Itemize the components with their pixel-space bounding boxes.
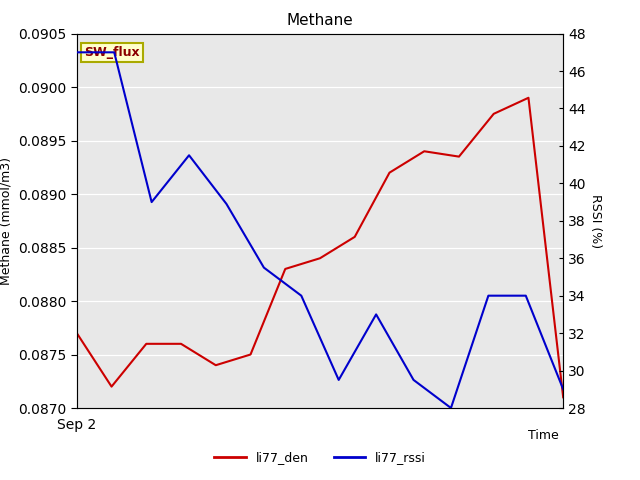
Legend: li77_den, li77_rssi: li77_den, li77_rssi [209,446,431,469]
Text: SW_flux: SW_flux [84,46,140,59]
X-axis label: Time: Time [529,429,559,442]
Title: Methane: Methane [287,13,353,28]
Y-axis label: Methane (mmol/m3): Methane (mmol/m3) [0,157,12,285]
Y-axis label: RSSI (%): RSSI (%) [589,194,602,248]
